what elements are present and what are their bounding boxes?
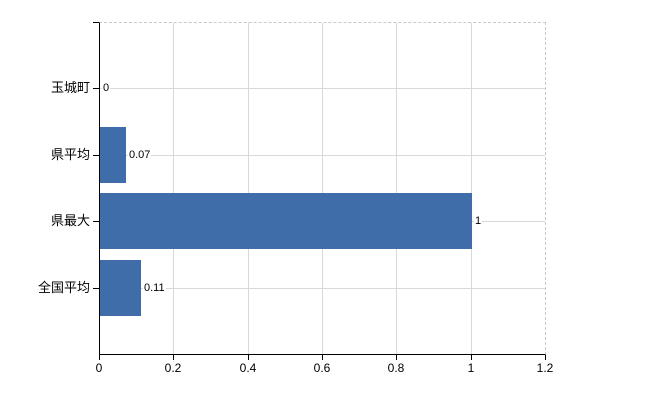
y-tick (93, 88, 99, 89)
category-label: 全国平均 (37, 280, 90, 295)
category-label: 県最大 (50, 213, 90, 228)
y-tick (93, 288, 99, 289)
x-tick-label: 1 (467, 361, 475, 375)
x-tick (471, 355, 472, 360)
bar (100, 127, 126, 183)
plot-area (99, 22, 546, 355)
x-tick (396, 355, 397, 360)
x-tick-label: 0.4 (239, 361, 257, 375)
y-gridline (100, 88, 545, 89)
category-label: 玉城町 (50, 80, 90, 95)
value-label: 1 (474, 214, 483, 228)
x-tick-label: 0.6 (313, 361, 331, 375)
bar (100, 193, 472, 249)
y-gridline (100, 288, 545, 289)
y-tick (93, 155, 99, 156)
x-tick-label: 0.8 (387, 361, 405, 375)
x-gridline (173, 23, 174, 354)
x-tick-label: 1.2 (536, 361, 554, 375)
x-tick (545, 355, 546, 360)
x-tick-label: 0.2 (164, 361, 182, 375)
value-label: 0.11 (143, 281, 166, 295)
x-tick (99, 355, 100, 360)
y-tick (93, 22, 99, 23)
x-gridline (322, 23, 323, 354)
x-tick-label: 0 (95, 361, 103, 375)
value-label: 0.07 (128, 148, 152, 162)
x-tick (322, 355, 323, 360)
y-gridline (100, 155, 545, 156)
bar (100, 260, 141, 316)
value-label: 0 (102, 81, 111, 95)
x-tick (248, 355, 249, 360)
x-gridline (248, 23, 249, 354)
x-tick (173, 355, 174, 360)
x-gridline (471, 23, 472, 354)
category-label: 県平均 (50, 147, 90, 162)
x-gridline (396, 23, 397, 354)
y-tick (93, 221, 99, 222)
